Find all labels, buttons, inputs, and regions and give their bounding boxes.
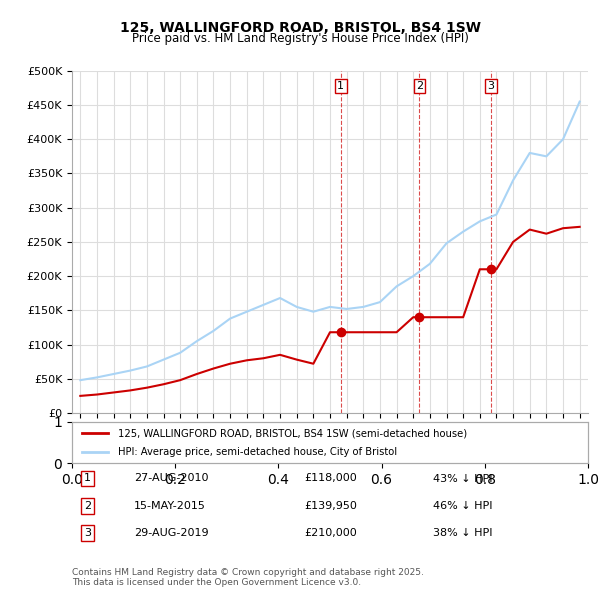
Text: 1: 1 <box>84 474 91 483</box>
Text: 125, WALLINGFORD ROAD, BRISTOL, BS4 1SW (semi-detached house): 125, WALLINGFORD ROAD, BRISTOL, BS4 1SW … <box>118 428 467 438</box>
Text: 2: 2 <box>416 81 423 91</box>
Text: 46% ↓ HPI: 46% ↓ HPI <box>433 501 493 511</box>
Text: £139,950: £139,950 <box>304 501 357 511</box>
Text: Price paid vs. HM Land Registry's House Price Index (HPI): Price paid vs. HM Land Registry's House … <box>131 32 469 45</box>
Text: 43% ↓ HPI: 43% ↓ HPI <box>433 474 493 483</box>
Text: 3: 3 <box>487 81 494 91</box>
Text: 38% ↓ HPI: 38% ↓ HPI <box>433 528 493 538</box>
Text: 27-AUG-2010: 27-AUG-2010 <box>134 474 208 483</box>
Text: Contains HM Land Registry data © Crown copyright and database right 2025.
This d: Contains HM Land Registry data © Crown c… <box>72 568 424 587</box>
Text: 3: 3 <box>84 528 91 538</box>
Text: £210,000: £210,000 <box>304 528 357 538</box>
Text: 1: 1 <box>337 81 344 91</box>
Text: 2: 2 <box>84 501 91 511</box>
Text: 15-MAY-2015: 15-MAY-2015 <box>134 501 206 511</box>
Text: 29-AUG-2019: 29-AUG-2019 <box>134 528 209 538</box>
Text: 125, WALLINGFORD ROAD, BRISTOL, BS4 1SW: 125, WALLINGFORD ROAD, BRISTOL, BS4 1SW <box>119 21 481 35</box>
Text: £118,000: £118,000 <box>304 474 357 483</box>
Text: HPI: Average price, semi-detached house, City of Bristol: HPI: Average price, semi-detached house,… <box>118 447 398 457</box>
